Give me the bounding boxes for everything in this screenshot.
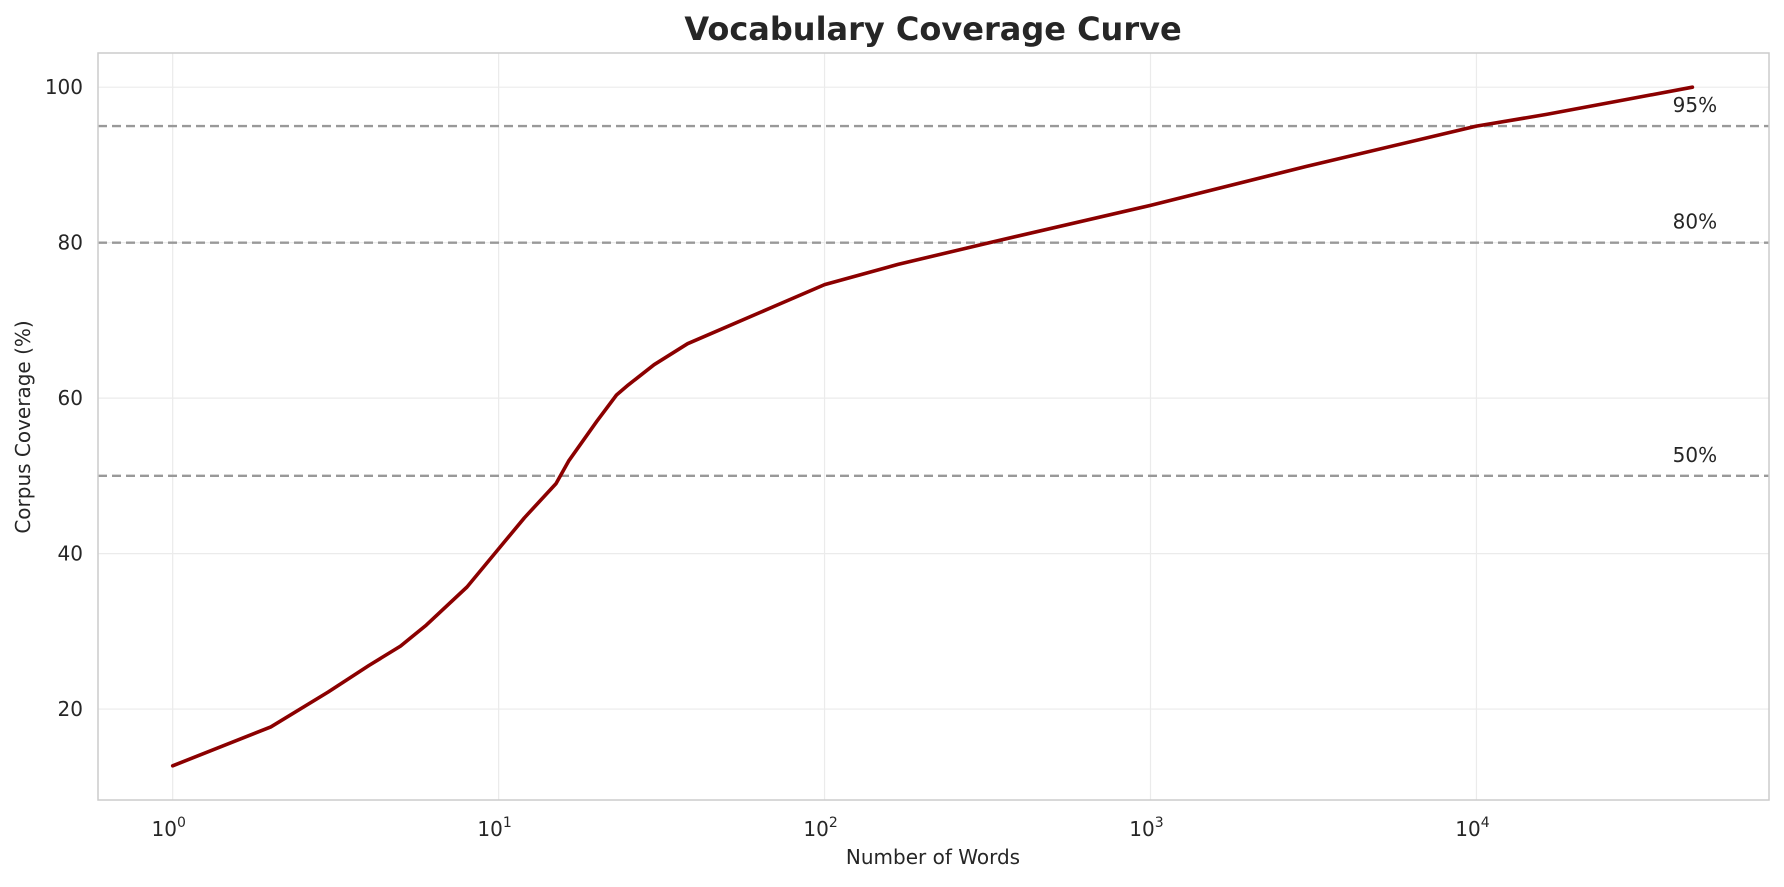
- y-tick-label: 20: [58, 697, 83, 721]
- y-tick-label: 60: [58, 386, 83, 410]
- reference-label-95: 95%: [1673, 93, 1717, 117]
- coverage-line: [170, 85, 1695, 768]
- x-tick-label: 104: [1455, 815, 1489, 841]
- data-series: [170, 85, 1695, 768]
- plot-frame: [97, 52, 1770, 801]
- x-axis-label: Number of Words: [846, 845, 1020, 869]
- y-tick-label: 80: [58, 231, 83, 255]
- grid-lines: [98, 53, 1769, 800]
- x-tick-label: 102: [803, 815, 837, 841]
- y-tick-label: 40: [58, 542, 83, 566]
- chart-title: Vocabulary Coverage Curve: [684, 10, 1181, 48]
- reference-label-50: 50%: [1673, 443, 1717, 467]
- reference-lines: 95% 80% 50%: [98, 93, 1769, 478]
- y-tick-label: 100: [45, 75, 83, 99]
- y-axis-label: Corpus Coverage (%): [11, 320, 35, 533]
- x-tick-label: 103: [1129, 815, 1163, 841]
- y-axis-ticks: 20 40 60 80 100: [45, 75, 83, 721]
- reference-label-80: 80%: [1673, 210, 1717, 234]
- x-axis-ticks: 100 101 102 103 104: [152, 815, 1490, 841]
- x-tick-label: 100: [152, 815, 186, 841]
- x-tick-label: 101: [477, 815, 511, 841]
